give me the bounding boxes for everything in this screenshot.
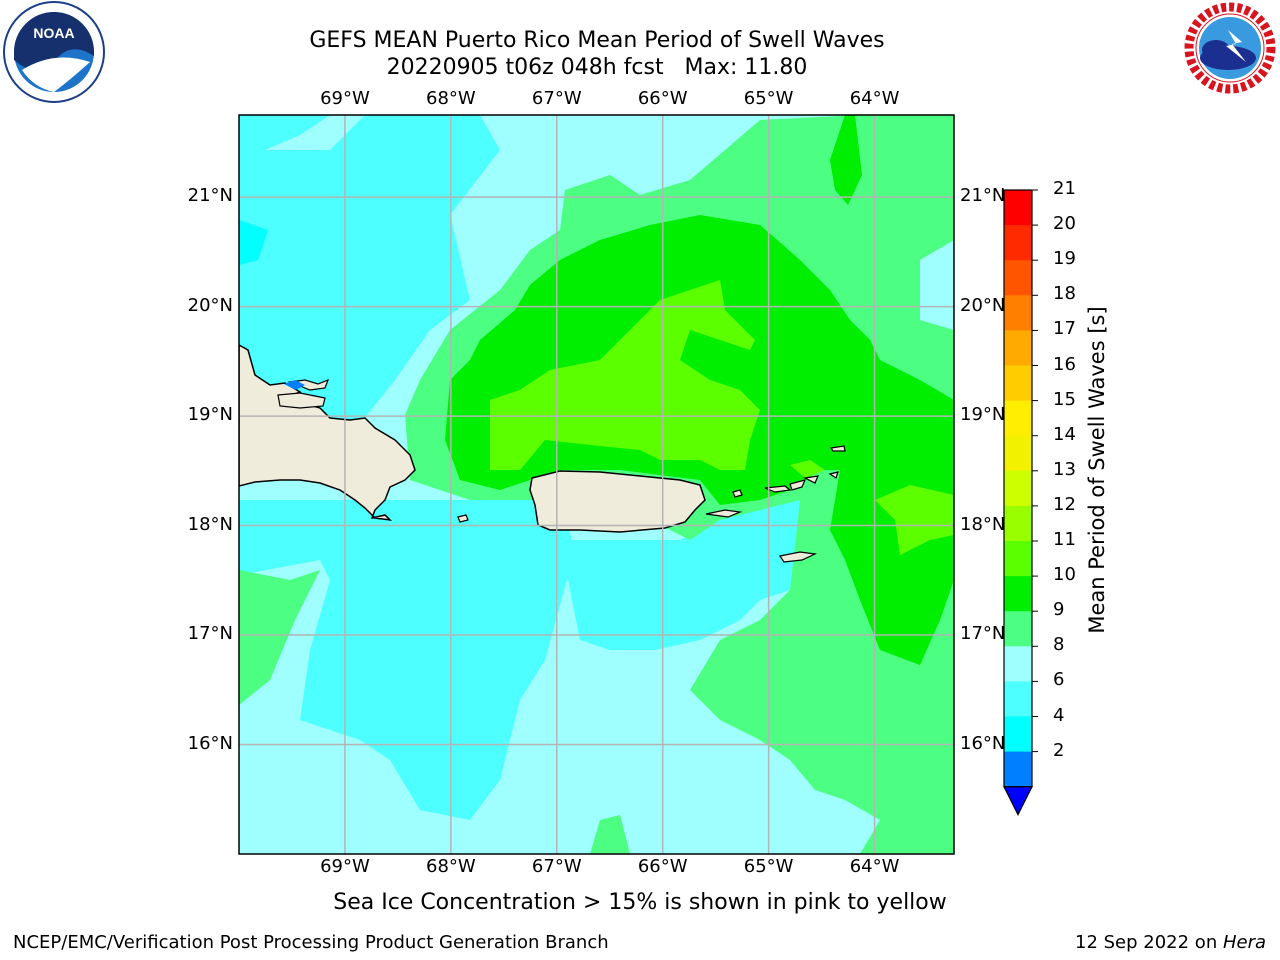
colorbar-segment bbox=[1004, 576, 1032, 612]
colorbar-tick-label: 4 bbox=[1053, 704, 1065, 726]
lat-label-left: 16°N bbox=[187, 732, 233, 754]
colorbar-segment bbox=[1004, 330, 1032, 366]
colorbar-segment bbox=[1004, 190, 1032, 226]
colorbar-tick-label: 12 bbox=[1053, 493, 1076, 515]
footer-credit: NCEP/EMC/Verification Post Processing Pr… bbox=[13, 932, 609, 953]
colorbar-segment bbox=[1004, 225, 1032, 261]
map-subtitle: 20220905 t06z 048h fcst Max: 11.80 bbox=[386, 55, 808, 80]
blue-patch bbox=[284, 380, 305, 390]
sea-ice-note: Sea Ice Concentration > 15% is shown in … bbox=[333, 890, 947, 915]
colorbar-tick-label: 10 bbox=[1053, 564, 1076, 586]
colorbar-segment bbox=[1004, 435, 1032, 472]
footer-date: 12 Sep 2022 on Hera bbox=[1075, 932, 1266, 953]
colorbar-tick-label: 8 bbox=[1053, 634, 1065, 656]
field-9-10-south-patch bbox=[590, 815, 630, 854]
lon-label-bottom: 65°W bbox=[743, 856, 794, 877]
lat-label-right: 18°N bbox=[960, 513, 1006, 535]
lon-label-top: 66°W bbox=[637, 88, 688, 109]
colorbar-segment bbox=[1004, 400, 1032, 437]
lat-label-right: 20°N bbox=[960, 294, 1006, 316]
lat-label-left: 18°N bbox=[187, 513, 233, 535]
lon-label-bottom: 64°W bbox=[849, 856, 900, 877]
land-vieques bbox=[705, 509, 743, 518]
colorbar-tick-label: 16 bbox=[1053, 353, 1076, 375]
lon-label-top: 69°W bbox=[320, 88, 370, 109]
colorbar-tick-label: 15 bbox=[1053, 388, 1076, 410]
colorbar bbox=[1003, 189, 1038, 817]
colorbar-segment bbox=[1004, 716, 1032, 753]
colorbar-tick-label: 21 bbox=[1053, 178, 1076, 199]
lat-label-left: 21°N bbox=[187, 185, 233, 207]
lon-label-bottom: 66°W bbox=[637, 856, 688, 877]
land-st-croix bbox=[779, 551, 818, 563]
footer-host: Hera bbox=[1222, 932, 1266, 953]
land-mona bbox=[457, 514, 469, 523]
noaa-logo-icon: NOAA bbox=[3, 1, 105, 103]
colorbar-tick-label: 19 bbox=[1053, 248, 1076, 270]
field-9-10-southwest bbox=[239, 570, 320, 705]
colorbar-tick-label: 6 bbox=[1053, 669, 1065, 691]
lon-label-bottom: 69°W bbox=[320, 856, 370, 877]
colorbar-segment bbox=[1004, 260, 1032, 296]
land-tortuga bbox=[277, 392, 326, 409]
noaa-logo-text: NOAA bbox=[33, 25, 74, 41]
colorbar-title: Mean Period of Swell Waves [s] bbox=[1085, 306, 1109, 634]
map-title: GEFS MEAN Puerto Rico Mean Period of Swe… bbox=[309, 28, 885, 53]
lon-label-top: 68°W bbox=[425, 88, 476, 109]
colorbar-segment bbox=[1004, 470, 1032, 507]
lat-label-right: 16°N bbox=[960, 732, 1006, 754]
lat-label-right: 21°N bbox=[960, 185, 1006, 207]
colorbar-tick-label: 2 bbox=[1053, 739, 1065, 761]
field-6-8-northwest bbox=[239, 115, 500, 430]
lon-label-bottom: 67°W bbox=[531, 856, 582, 877]
colorbar-under-arrow bbox=[1003, 786, 1033, 817]
land-puerto-rico bbox=[529, 470, 706, 533]
lat-label-left: 19°N bbox=[187, 404, 233, 426]
colorbar-tick-label: 9 bbox=[1053, 599, 1065, 621]
colorbar-tick-label: 14 bbox=[1053, 423, 1076, 445]
colorbar-segment bbox=[1004, 681, 1032, 717]
lon-label-bottom: 68°W bbox=[425, 856, 476, 877]
field-10-11-north-spike bbox=[830, 115, 862, 205]
colorbar-tick-label: 13 bbox=[1053, 458, 1076, 480]
footer-date-text: 12 Sep 2022 on bbox=[1075, 932, 1223, 953]
lat-label-right: 17°N bbox=[960, 623, 1006, 645]
lon-label-top: 65°W bbox=[743, 88, 794, 109]
map-frame bbox=[238, 114, 955, 855]
land-virgin-islands bbox=[764, 445, 846, 493]
lat-label-left: 20°N bbox=[187, 294, 233, 316]
colorbar-tick-label: 11 bbox=[1053, 529, 1076, 550]
field-11-12-east bbox=[875, 485, 954, 555]
land-culebra bbox=[732, 489, 743, 498]
lon-label-top: 67°W bbox=[531, 88, 582, 109]
colorbar-segment bbox=[1004, 295, 1032, 331]
colorbar-tick-label: 20 bbox=[1053, 213, 1076, 235]
colorbar-tick-label: 18 bbox=[1053, 283, 1076, 305]
colorbar-segment bbox=[1004, 646, 1032, 682]
colorbar-segment bbox=[1004, 751, 1032, 788]
colorbar-segment bbox=[1004, 541, 1032, 577]
lat-label-left: 17°N bbox=[187, 623, 233, 645]
nws-logo-icon bbox=[1184, 2, 1276, 94]
field-4-6-patch bbox=[239, 220, 268, 265]
lat-label-right: 19°N bbox=[960, 404, 1006, 426]
lon-label-top: 64°W bbox=[849, 88, 900, 109]
colorbar-segment bbox=[1004, 365, 1032, 402]
graticule bbox=[239, 115, 954, 854]
field-11-12-small bbox=[790, 460, 825, 478]
colorbar-segment bbox=[1004, 611, 1032, 647]
colorbar-frame bbox=[1003, 189, 1033, 788]
field-6-8-south bbox=[239, 500, 575, 820]
colorbar-segment bbox=[1004, 505, 1032, 542]
field-6-8-channel bbox=[560, 500, 800, 650]
colorbar-tick-label: 17 bbox=[1053, 318, 1076, 340]
